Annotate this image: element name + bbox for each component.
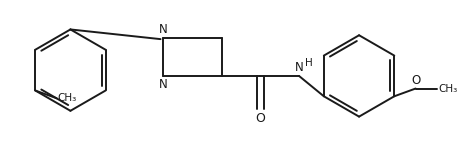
Text: H: H [305,58,312,68]
Text: O: O [411,74,420,87]
Text: O: O [256,112,265,125]
Text: CH₃: CH₃ [438,83,457,94]
Text: CH₃: CH₃ [58,93,77,103]
Text: N: N [159,78,168,91]
Text: N: N [294,61,303,74]
Text: N: N [159,23,168,36]
